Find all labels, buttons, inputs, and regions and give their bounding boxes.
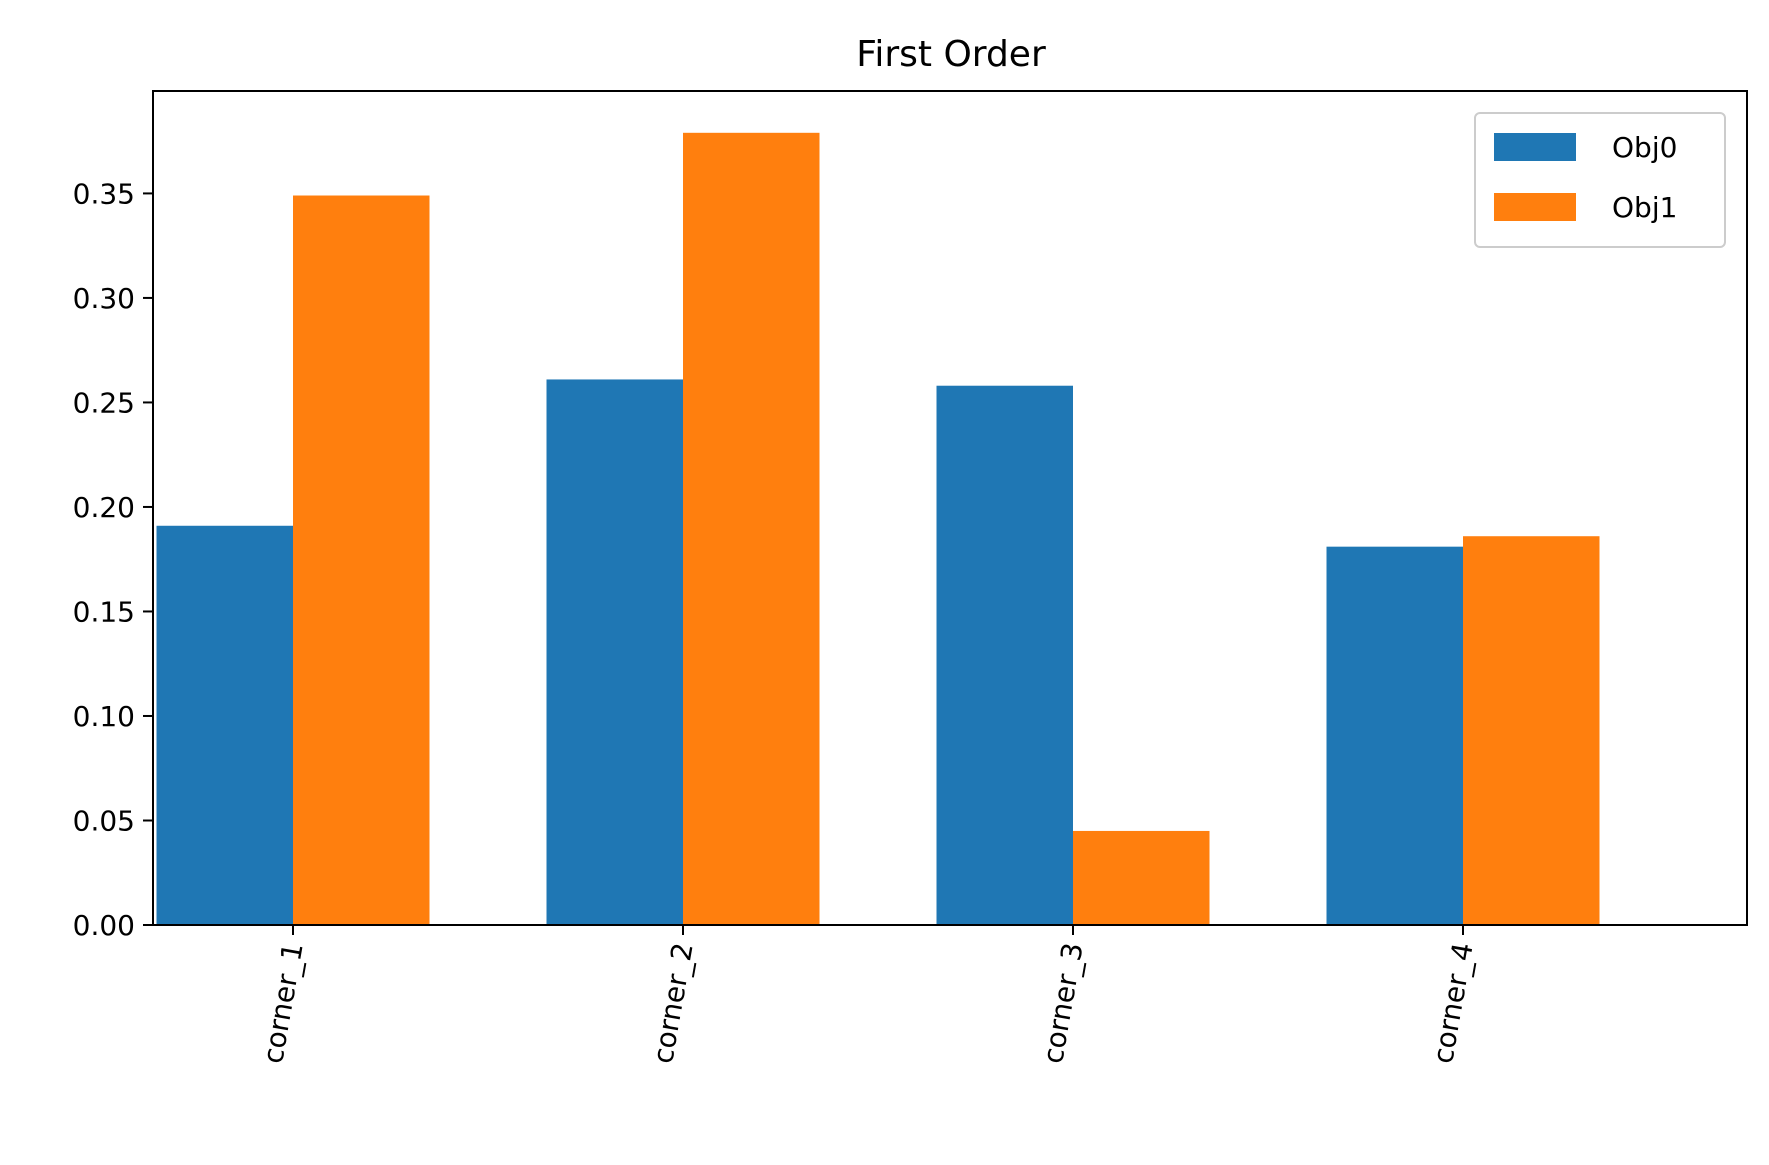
bars-group bbox=[156, 132, 1600, 925]
y-tick-label: 0.10 bbox=[73, 700, 135, 733]
chart-title: First Order bbox=[856, 34, 1046, 75]
y-tick-label: 0.25 bbox=[73, 386, 135, 419]
bar-obj0-corner-3 bbox=[936, 385, 1073, 925]
bar-obj1-corner-4 bbox=[1463, 536, 1600, 925]
legend-label-obj1: Obj1 bbox=[1612, 191, 1677, 224]
y-tick-label: 0.20 bbox=[73, 491, 135, 524]
y-tick-label: 0.15 bbox=[73, 595, 135, 628]
y-tick-label: 0.35 bbox=[73, 177, 135, 210]
bar-obj1-corner-2 bbox=[683, 132, 820, 925]
legend-label-obj0: Obj0 bbox=[1612, 131, 1677, 164]
y-tick-label: 0.30 bbox=[73, 282, 135, 315]
bar-obj1-corner-3 bbox=[1073, 830, 1210, 925]
y-tick-label: 0.00 bbox=[73, 909, 135, 942]
bar-obj0-corner-1 bbox=[156, 525, 293, 925]
legend: Obj0 Obj1 bbox=[1474, 112, 1726, 248]
legend-swatch-obj1 bbox=[1494, 193, 1576, 221]
plot-frame bbox=[152, 90, 1748, 926]
legend-swatch-obj0 bbox=[1494, 133, 1576, 161]
bar-obj1-corner-1 bbox=[293, 195, 430, 925]
bar-obj0-corner-2 bbox=[546, 379, 683, 925]
y-tick-label: 0.05 bbox=[73, 804, 135, 837]
y-axis: 0.00 0.05 0.10 0.15 0.20 0.25 0.30 0.35 bbox=[73, 177, 153, 942]
bar-obj0-corner-4 bbox=[1326, 546, 1463, 925]
